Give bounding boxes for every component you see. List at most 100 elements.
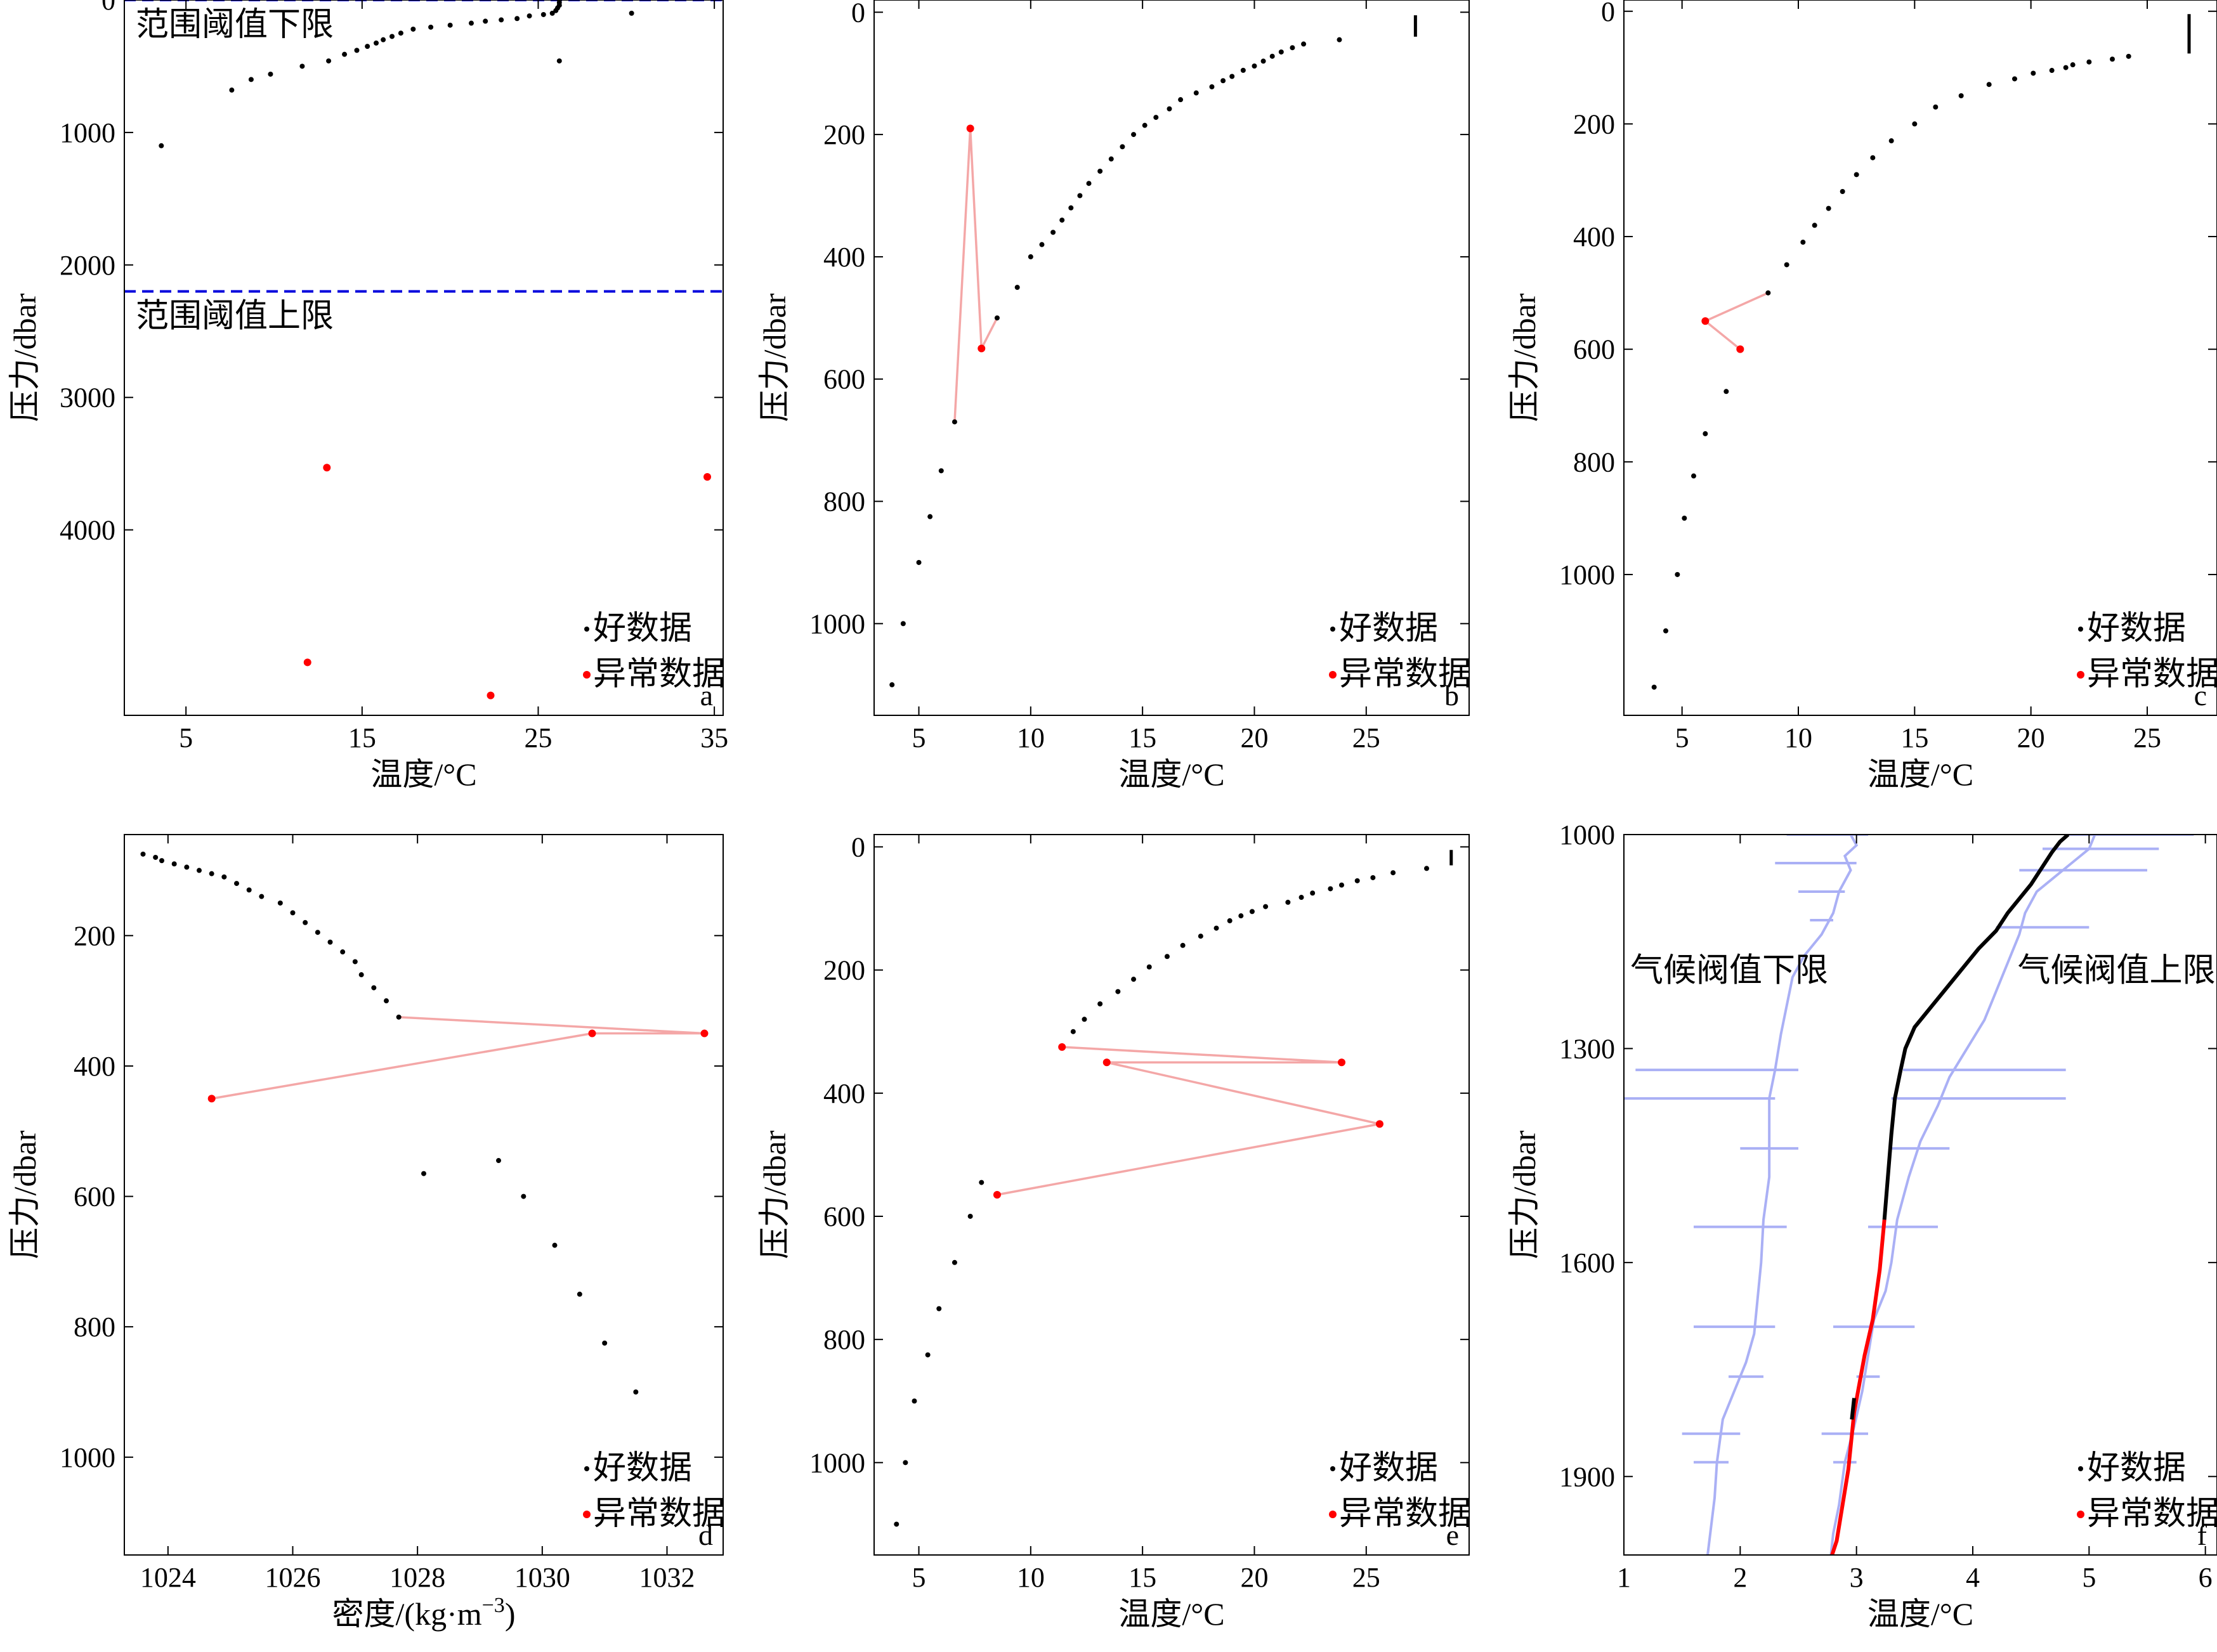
legend-bad-label: 异常数据 (1339, 656, 1471, 693)
plot-area (124, 0, 723, 699)
x-axis-label: 温度/°C (1118, 757, 1224, 792)
y-axis-label: 压力/dbar (1507, 1130, 1542, 1259)
legend-bad-label: 异常数据 (593, 656, 725, 693)
legend-good-label: 好数据 (2087, 611, 2186, 647)
y-tick-label: 800 (823, 1324, 865, 1355)
good-data-point (549, 10, 555, 16)
good-data-point (1278, 49, 1284, 55)
y-axis-label: 压力/dbar (757, 1130, 792, 1259)
good-data-point (159, 143, 164, 148)
threshold-label: 范围阈值下限 (136, 7, 334, 43)
good-data-point (1840, 188, 1845, 194)
good-data-point (326, 58, 332, 64)
plot-area (1651, 14, 2191, 690)
y-tick-label: 200 (823, 955, 865, 986)
x-tick-label: 35 (700, 722, 728, 753)
good-data-point (303, 920, 308, 925)
x-tick-label: 15 (1128, 722, 1156, 753)
bad-data-point (588, 1029, 596, 1037)
good-data-point (1146, 964, 1152, 970)
bad-data-path (953, 128, 998, 422)
bad-data-path (997, 1046, 1380, 1196)
good-data-point (290, 910, 296, 916)
x-axis-label: 温度/°C (1118, 1596, 1224, 1632)
climate-upper-line (1829, 835, 2096, 1555)
bad-data-point (1701, 317, 1710, 325)
x-tick-label: 1 (1617, 1562, 1631, 1593)
panel-letter: f (2197, 1519, 2207, 1551)
good-data-point (496, 1158, 501, 1164)
climate-threshold-label: 气候阀值上限 (2018, 953, 2216, 989)
y-tick-label: 4000 (60, 515, 115, 546)
bad-data-point (966, 124, 974, 133)
panel-letter: a (700, 679, 713, 712)
legend-good-marker (584, 627, 589, 632)
good-data-point (1328, 886, 1333, 892)
good-data-point (1164, 954, 1170, 959)
good-data-point (1337, 37, 1342, 42)
y-tick-label: 600 (1573, 334, 1615, 365)
x-axis-label: 温度/°C (1867, 1596, 1973, 1632)
good-data-point (1050, 230, 1056, 235)
good-data-point (159, 858, 164, 864)
good-data-point (354, 48, 360, 53)
good-data-point (556, 58, 562, 64)
good-data-point (894, 1521, 899, 1527)
good-data-point (1285, 899, 1291, 905)
good-data-point (1651, 684, 1657, 690)
good-data-point (410, 26, 416, 32)
y-tick-label: 1600 (1559, 1247, 1615, 1278)
good-data-point (1068, 205, 1074, 211)
x-axis-label: 温度/°C (1867, 757, 1973, 792)
legend-bad-marker (1329, 1511, 1337, 1518)
good-data-point (1826, 205, 1831, 211)
x-tick-label: 1028 (389, 1562, 445, 1593)
legend-bad-marker (2077, 671, 2084, 679)
y-tick-label: 600 (74, 1181, 115, 1213)
panel-letter: e (1446, 1519, 1459, 1551)
x-tick-label: 20 (1240, 722, 1268, 753)
panel-letter: d (698, 1519, 713, 1551)
x-tick-label: 1032 (639, 1562, 695, 1593)
x-tick-label: 15 (348, 722, 376, 753)
good-data-point (1424, 866, 1429, 871)
y-tick-label: 600 (823, 364, 865, 395)
good-data-point (384, 998, 389, 1004)
panel-letter: c (2194, 679, 2207, 712)
good-data-point (381, 37, 386, 42)
good-data-point (1220, 78, 1226, 84)
good-data-point (1077, 193, 1083, 198)
bad-data-point (323, 464, 331, 472)
legend-bad-marker (1329, 671, 1337, 679)
good-data-point (889, 682, 895, 687)
y-tick-label: 400 (823, 242, 865, 273)
axes-frame (124, 0, 724, 716)
y-tick-label: 3000 (60, 382, 115, 413)
axes-frame (873, 834, 1470, 1556)
y-axis-label: 压力/dbar (7, 293, 43, 422)
good-data-point (1703, 431, 1708, 436)
good-data-point (171, 861, 177, 867)
good-data-point (1108, 156, 1114, 162)
good-data-point (1097, 1001, 1103, 1007)
x-tick-label: 15 (1128, 1562, 1156, 1593)
legend-good-label: 好数据 (1339, 1450, 1438, 1486)
x-tick-label: 2 (1733, 1562, 1747, 1593)
y-tick-label: 1000 (60, 1442, 115, 1473)
good-data-point (340, 949, 346, 955)
good-data-point (629, 10, 634, 16)
good-data-point (1120, 144, 1125, 150)
good-data-point (396, 1014, 402, 1020)
good-data-point (499, 17, 504, 23)
good-data-point (1933, 104, 1939, 110)
good-data-point (526, 13, 532, 19)
good-data-point (1039, 242, 1045, 247)
good-data-point (912, 1398, 917, 1404)
y-tick-label: 1900 (1559, 1461, 1615, 1492)
good-data-point (1167, 106, 1172, 112)
threshold-label: 范围阈值上限 (136, 299, 334, 335)
good-data-point (398, 30, 403, 36)
good-data-point (514, 16, 520, 22)
good-data-point (277, 900, 283, 906)
